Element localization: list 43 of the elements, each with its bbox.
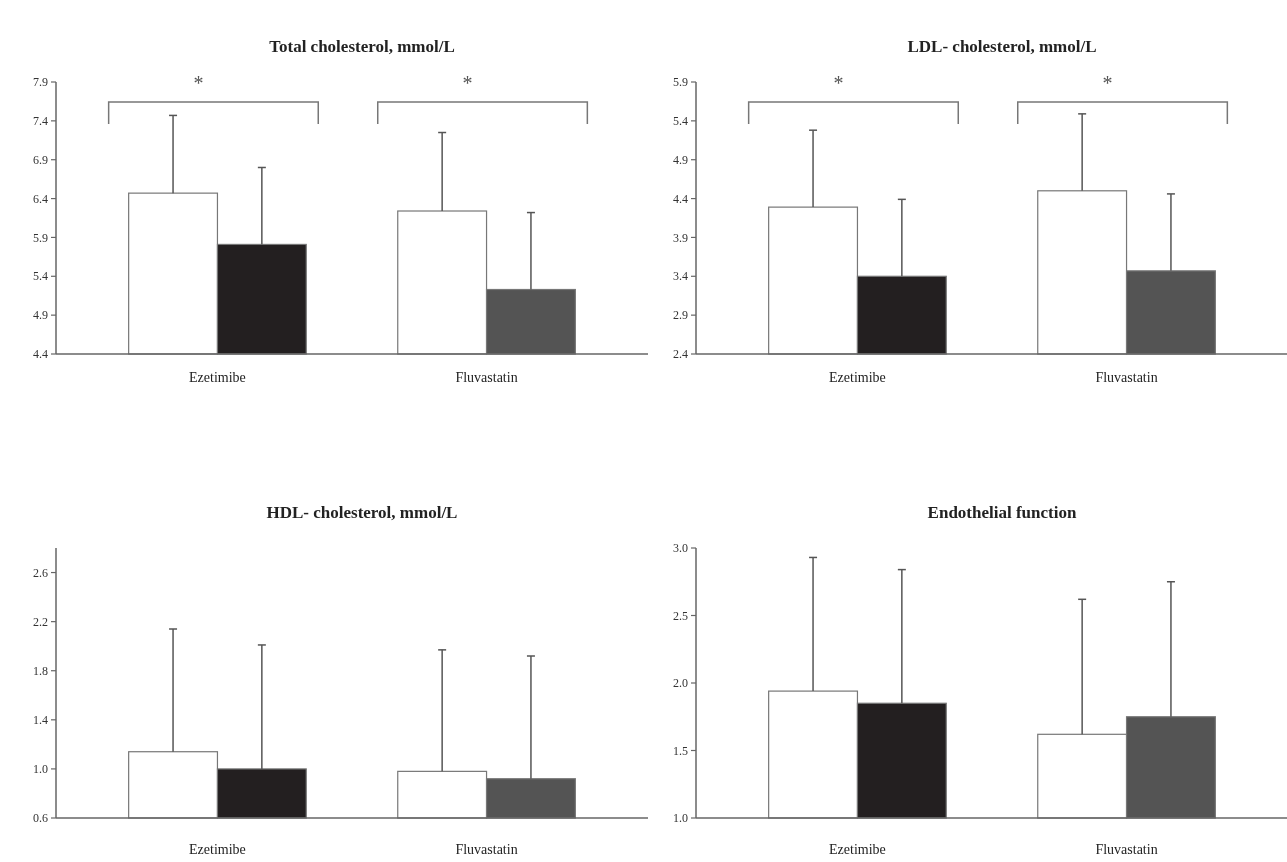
annotation: * — [193, 72, 204, 94]
y-tick-label: 2.4 — [673, 347, 688, 362]
x-tick-label: Ezetimibe — [829, 842, 886, 857]
y-tick-label: 1.5 — [673, 743, 688, 758]
x-tick-label: Fluvastatin — [1095, 842, 1158, 857]
y-tick-label: 5.9 — [673, 75, 688, 90]
chart-title: HDL- cholesterol, mmol/L — [266, 503, 458, 522]
y-tick-label: 6.9 — [33, 152, 48, 167]
y-tick-label: 3.9 — [673, 230, 688, 245]
annotation: * — [833, 72, 844, 94]
y-tick-label: 2.0 — [673, 676, 688, 691]
y-tick-label: 2.5 — [673, 608, 688, 623]
x-tick-label: Ezetimibe — [829, 370, 886, 385]
y-tick-label: 7.4 — [33, 114, 48, 129]
y-tick-label: 6.4 — [33, 191, 48, 206]
y-tick-label: 2.6 — [33, 565, 48, 580]
y-tick-label: 4.9 — [33, 308, 48, 323]
y-tick-label: 2.9 — [673, 308, 688, 323]
y-tick-label: 1.4 — [33, 713, 48, 728]
y-tick-label: 4.9 — [673, 152, 688, 167]
y-tick-label: 1.8 — [33, 663, 48, 678]
chart-title: LDL- cholesterol, mmol/L — [907, 37, 1097, 56]
chart-title: Total cholesterol, mmol/L — [269, 37, 455, 56]
y-tick-label: 5.4 — [673, 114, 688, 129]
y-tick-label: 2.2 — [33, 614, 48, 629]
x-tick-label: Ezetimibe — [189, 842, 246, 857]
chart-title: Endothelial function — [927, 503, 1077, 522]
y-tick-label: 5.4 — [33, 269, 48, 284]
y-tick-label: 4.4 — [673, 191, 688, 206]
x-tick-label: Fluvastatin — [455, 842, 518, 857]
y-tick-label: 4.4 — [33, 347, 48, 362]
x-tick-label: Ezetimibe — [189, 370, 246, 385]
x-tick-label: Fluvastatin — [455, 370, 518, 385]
annotation: * — [462, 72, 473, 94]
y-tick-label: 3.0 — [673, 541, 688, 556]
y-tick-label: 1.0 — [673, 811, 688, 826]
y-tick-label: 7.9 — [33, 75, 48, 90]
y-tick-label: 1.0 — [33, 762, 48, 777]
y-tick-label: 0.6 — [33, 811, 48, 826]
x-tick-label: Fluvastatin — [1095, 370, 1158, 385]
y-tick-label: 3.4 — [673, 269, 688, 284]
annotation: * — [1102, 72, 1113, 94]
y-tick-label: 5.9 — [33, 230, 48, 245]
